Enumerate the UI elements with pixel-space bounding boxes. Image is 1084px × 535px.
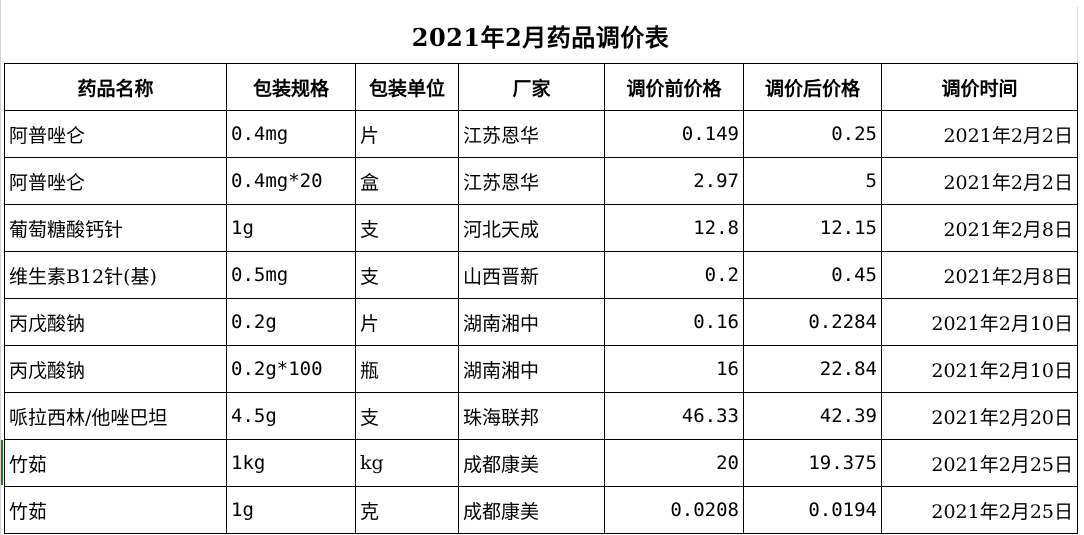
- cell-price-after[interactable]: 5: [743, 157, 882, 205]
- table-row: 丙戊酸钠 0.2g*100 瓶 湖南湘中 16 22.84 2021年2月10日: [4, 345, 1078, 393]
- table-row: 维生素B12针(基) 0.5mg 支 山西晋新 0.2 0.45 2021年2月…: [4, 251, 1078, 299]
- cell-price-after[interactable]: 22.84: [743, 345, 882, 393]
- cell-maker[interactable]: 湖南湘中: [458, 345, 605, 393]
- cell-price-before[interactable]: 20: [604, 439, 744, 487]
- cell-price-after[interactable]: 19.375: [743, 439, 882, 487]
- cell-unit[interactable]: 片: [355, 110, 459, 158]
- cell-spec[interactable]: 1kg: [226, 439, 356, 487]
- cell-maker[interactable]: 成都康美: [458, 486, 605, 534]
- table-row: 丙戊酸钠 0.2g 片 湖南湘中 0.16 0.2284 2021年2月10日: [4, 298, 1078, 346]
- cell-unit[interactable]: 支: [355, 204, 459, 252]
- table-row: 哌拉西林/他唑巴坦 4.5g 支 珠海联邦 46.33 42.39 2021年2…: [4, 392, 1078, 440]
- cell-price-after[interactable]: 0.0194: [743, 486, 882, 534]
- header-date[interactable]: 调价时间: [881, 63, 1078, 111]
- cell-price-before[interactable]: 2.97: [604, 157, 744, 205]
- header-name[interactable]: 药品名称: [4, 63, 227, 111]
- cell-spec[interactable]: 4.5g: [226, 392, 356, 440]
- cell-price-before[interactable]: 46.33: [604, 392, 744, 440]
- cell-spec[interactable]: 0.2g: [226, 298, 356, 346]
- cell-spec[interactable]: 1g: [226, 204, 356, 252]
- table-row: 葡萄糖酸钙针 1g 支 河北天成 12.8 12.15 2021年2月8日: [4, 204, 1078, 252]
- cell-name[interactable]: 阿普唑仑: [4, 110, 227, 158]
- cell-price-before[interactable]: 12.8: [604, 204, 744, 252]
- active-cell-indicator: [1, 440, 3, 485]
- cell-date[interactable]: 2021年2月2日: [881, 110, 1078, 158]
- table-row: 阿普唑仑 0.4mg*20 盒 江苏恩华 2.97 5 2021年2月2日: [4, 157, 1078, 205]
- cell-price-after[interactable]: 0.45: [743, 251, 882, 299]
- cell-price-before[interactable]: 16: [604, 345, 744, 393]
- cell-name[interactable]: 葡萄糖酸钙针: [4, 204, 227, 252]
- price-table: 药品名称 包装规格 包装单位 厂家 调价前价格 调价后价格 调价时间 阿普唑仑 …: [4, 63, 1078, 534]
- cell-price-after[interactable]: 42.39: [743, 392, 882, 440]
- table-row: 竹茹 1g 克 成都康美 0.0208 0.0194 2021年2月25日: [4, 486, 1078, 534]
- cell-date[interactable]: 2021年2月2日: [881, 157, 1078, 205]
- cell-price-before[interactable]: 0.149: [604, 110, 744, 158]
- cell-spec[interactable]: 1g: [226, 486, 356, 534]
- cell-unit[interactable]: 瓶: [355, 345, 459, 393]
- cell-date[interactable]: 2021年2月10日: [881, 298, 1078, 346]
- cell-unit[interactable]: 盒: [355, 157, 459, 205]
- cell-price-after[interactable]: 12.15: [743, 204, 882, 252]
- table-row: 阿普唑仑 0.4mg 片 江苏恩华 0.149 0.25 2021年2月2日: [4, 110, 1078, 158]
- cell-price-after[interactable]: 0.2284: [743, 298, 882, 346]
- cell-name[interactable]: 丙戊酸钠: [4, 345, 227, 393]
- cell-maker[interactable]: 珠海联邦: [458, 392, 605, 440]
- cell-date[interactable]: 2021年2月8日: [881, 251, 1078, 299]
- cell-maker[interactable]: 河北天成: [458, 204, 605, 252]
- cell-price-before[interactable]: 0.0208: [604, 486, 744, 534]
- cell-name[interactable]: 哌拉西林/他唑巴坦: [4, 392, 227, 440]
- header-price-before[interactable]: 调价前价格: [604, 63, 744, 111]
- cell-unit[interactable]: 支: [355, 392, 459, 440]
- cell-name[interactable]: 竹茹: [4, 439, 227, 487]
- cell-price-after[interactable]: 0.25: [743, 110, 882, 158]
- cell-date[interactable]: 2021年2月25日: [881, 439, 1078, 487]
- cell-unit[interactable]: 支: [355, 251, 459, 299]
- table-row: 竹茹 1kg kg 成都康美 20 19.375 2021年2月25日: [4, 439, 1078, 487]
- cell-name[interactable]: 阿普唑仑: [4, 157, 227, 205]
- cell-maker[interactable]: 成都康美: [458, 439, 605, 487]
- cell-maker[interactable]: 湖南湘中: [458, 298, 605, 346]
- header-maker[interactable]: 厂家: [458, 63, 605, 111]
- cell-date[interactable]: 2021年2月20日: [881, 392, 1078, 440]
- table-title[interactable]: 2021年2月药品调价表: [4, 7, 1078, 63]
- header-price-after[interactable]: 调价后价格: [743, 63, 882, 111]
- cell-name[interactable]: 维生素B12针(基): [4, 251, 227, 299]
- cell-unit[interactable]: 片: [355, 298, 459, 346]
- header-unit[interactable]: 包装单位: [355, 63, 459, 111]
- cell-spec[interactable]: 0.5mg: [226, 251, 356, 299]
- cell-maker[interactable]: 山西晋新: [458, 251, 605, 299]
- cell-unit[interactable]: 克: [355, 486, 459, 534]
- cell-spec[interactable]: 0.4mg: [226, 110, 356, 158]
- cell-price-before[interactable]: 0.16: [604, 298, 744, 346]
- cell-name[interactable]: 竹茹: [4, 486, 227, 534]
- cell-date[interactable]: 2021年2月10日: [881, 345, 1078, 393]
- cell-maker[interactable]: 江苏恩华: [458, 110, 605, 158]
- cell-date[interactable]: 2021年2月8日: [881, 204, 1078, 252]
- cell-spec[interactable]: 0.2g*100: [226, 345, 356, 393]
- cell-name[interactable]: 丙戊酸钠: [4, 298, 227, 346]
- cell-unit[interactable]: kg: [355, 439, 459, 487]
- header-spec[interactable]: 包装规格: [226, 63, 356, 111]
- cell-price-before[interactable]: 0.2: [604, 251, 744, 299]
- header-row: 药品名称 包装规格 包装单位 厂家 调价前价格 调价后价格 调价时间: [4, 63, 1078, 111]
- cell-maker[interactable]: 江苏恩华: [458, 157, 605, 205]
- cell-date[interactable]: 2021年2月25日: [881, 486, 1078, 534]
- cell-spec[interactable]: 0.4mg*20: [226, 157, 356, 205]
